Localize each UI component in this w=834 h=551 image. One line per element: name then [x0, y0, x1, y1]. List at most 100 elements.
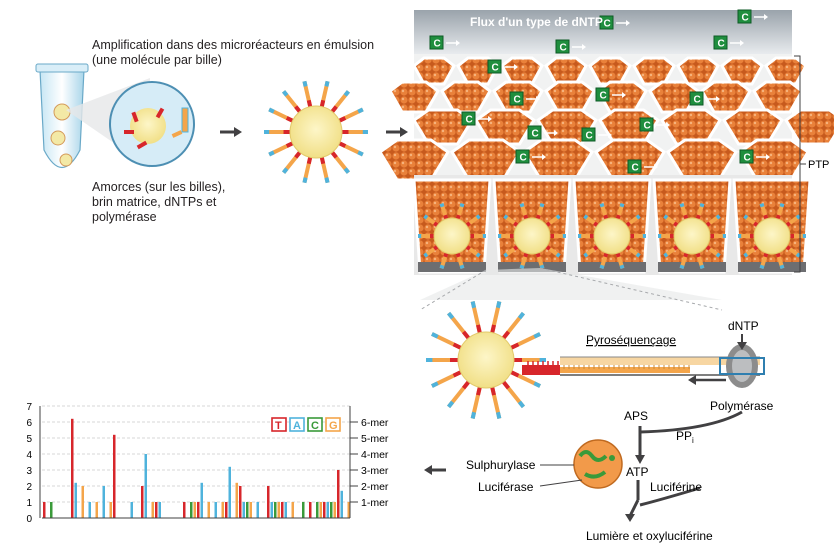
pyrogram-bar [242, 502, 245, 518]
mer-label: 6-mer [361, 417, 389, 429]
y-tick: 7 [26, 402, 32, 413]
pyrogram-bar [340, 490, 343, 518]
polymerase-label: Polymérase [710, 399, 774, 413]
dntp-letter: C [694, 95, 701, 106]
bead-with-template [426, 301, 546, 419]
pyrogram-bar [74, 482, 77, 518]
pyrogram-bar [281, 502, 284, 518]
pyrogram-bar [158, 502, 161, 518]
pyrogram-bar [347, 502, 350, 518]
pyrogram-bar [50, 502, 53, 518]
pyrogram-bar [221, 502, 224, 518]
dntp-letter: C [644, 121, 651, 132]
pyrogram-bar [155, 502, 158, 518]
pyrogram-bar [81, 486, 84, 518]
dntp-letter: C [520, 153, 527, 164]
dntp-letter: C [514, 95, 521, 106]
arrow-2 [386, 127, 408, 137]
pyrogram-bar [183, 502, 186, 518]
y-tick: 6 [26, 418, 32, 429]
dntp-letter: C [492, 63, 499, 74]
pyro-label: Pyroséquençage [586, 333, 676, 347]
pyrogram-bar [130, 502, 133, 518]
emulsion-tube [35, 63, 89, 168]
pyrogram-bar [214, 502, 217, 518]
pyrogram-bar [277, 502, 280, 518]
y-tick: 0 [26, 514, 32, 525]
dntp-label: dNTP [728, 319, 759, 333]
emulsion-droplet [109, 81, 195, 167]
ptp-bracket [794, 55, 806, 273]
pyrogram-bar [330, 502, 333, 518]
dntp-letter: C [744, 153, 751, 164]
pyrogram-bar [190, 502, 193, 518]
dntp-letter: C [434, 39, 441, 50]
pyrogram-bar [249, 502, 252, 518]
atp-label: ATP [626, 465, 648, 479]
arrow-1 [220, 127, 242, 137]
pyrogram-bar [239, 486, 242, 518]
pyrogram-bar [228, 466, 231, 518]
sulphurylase-label: Sulphurylase [466, 458, 536, 472]
dntp-letter: C [532, 129, 539, 140]
pyrogram-bar [225, 502, 228, 518]
pyrogram-bar [200, 482, 203, 518]
pyrogram-bar [144, 454, 147, 518]
mer-label: 1-mer [361, 497, 389, 509]
pyrogram-bar [246, 502, 249, 518]
pyrogram-bar [284, 502, 287, 518]
amplification-label: Amplification dans des microréacteurs en… [92, 38, 375, 67]
pyrogram-bar [319, 502, 322, 518]
arrow-to-chart [424, 465, 446, 475]
template-strand [522, 356, 760, 376]
luciferase-label: Luciférase [478, 480, 534, 494]
pyrogram-bar [326, 502, 329, 518]
polymerase-enzyme [719, 344, 765, 388]
sulphurylase-luciferase-complex [539, 439, 623, 489]
pyrogram-bar [95, 502, 98, 518]
pyrogram-bar [270, 502, 273, 518]
pyrogram-bar [102, 486, 105, 518]
dntp-letter: C [600, 91, 607, 102]
pyrogram-bar [309, 502, 312, 518]
pyrogram-bar [316, 502, 319, 518]
dntp-letter: C [632, 163, 639, 174]
y-tick: 1 [26, 498, 32, 509]
pyrogram-bar [256, 502, 259, 518]
release-arrow [688, 375, 726, 385]
amorces-label: Amorces (sur les billes), brin matrice, … [92, 180, 226, 224]
pyrogram-bar [274, 502, 277, 518]
pyrogram-bar [193, 502, 196, 518]
mer-label: 4-mer [361, 449, 389, 461]
dntp-arrow [737, 334, 747, 350]
legend-letter: G [329, 420, 338, 432]
pyrogram-bar [235, 482, 238, 518]
dntp-letter: C [560, 43, 567, 54]
pyrogram-chart: 0 1 2 3 4 5 6 7 1-mer 2-mer 3-mer 4-mer 5-mer 6-mer T… [26, 402, 388, 525]
pyrogram-bar [323, 502, 326, 518]
dntp-letter: C [742, 13, 749, 24]
pyrogram-bar [88, 502, 91, 518]
ptp-label: PTP [808, 159, 829, 171]
mer-label: 3-mer [361, 465, 389, 477]
dntp-letter: C [466, 115, 473, 126]
pyrogram-bar [71, 418, 74, 518]
pyrogram-bar [113, 434, 116, 518]
pyrogram-bar [291, 502, 294, 518]
aps-label: APS [624, 409, 648, 423]
y-tick: 4 [26, 450, 32, 461]
legend-letter: T [275, 420, 282, 432]
pyrogram-bar [197, 502, 200, 518]
pyrogram-bar [333, 502, 336, 518]
flux-label: Flux d'un type de dNTP [470, 15, 603, 29]
lumiere-label: Lumière et oxyluciférine [586, 529, 713, 543]
legend-letter: C [311, 420, 319, 432]
dntp-letter: C [718, 39, 725, 50]
y-tick: 5 [26, 434, 32, 445]
luciferine-label: Luciférine [650, 480, 702, 494]
dntp-letter: C [604, 19, 611, 30]
zoom-cone [419, 267, 723, 311]
dntp-letter: C [586, 131, 593, 142]
pyrogram-bar [207, 502, 210, 518]
